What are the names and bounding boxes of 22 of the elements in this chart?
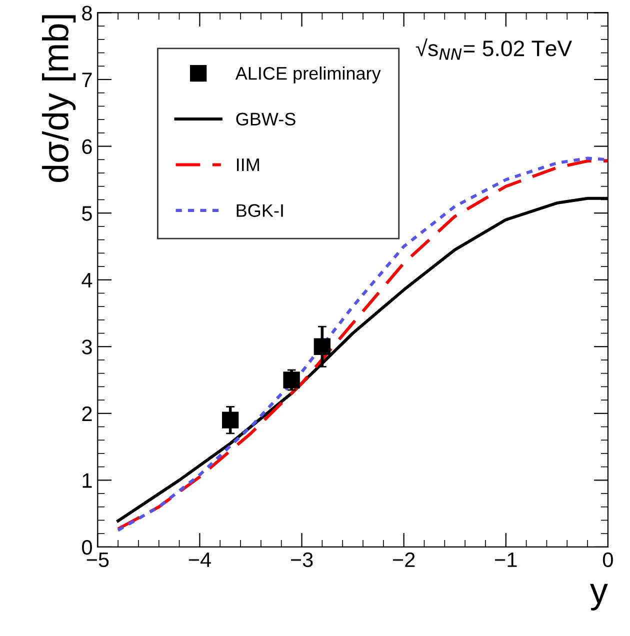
- x-tick-label: −1: [495, 552, 517, 567]
- y-tick-label: 4: [82, 273, 92, 288]
- y-tick-label: 3: [82, 340, 92, 354]
- annotation: √s$_{NN}$= 5.02 TeV: [416, 38, 572, 60]
- legend-label: BGK-I: [236, 204, 283, 217]
- legend-label: ALICE preliminary: [235, 66, 381, 84]
- y-tick-label: 6: [82, 139, 92, 154]
- y-tick-label: 7: [82, 72, 92, 88]
- y-tick-label: 0: [82, 540, 92, 555]
- legend-label: GBW-S: [236, 112, 296, 126]
- x-tick-label: −5: [86, 552, 109, 568]
- legend-label: IIM: [237, 158, 259, 172]
- y-tick-label: 8: [82, 6, 92, 20]
- x-tick-label: −3: [290, 552, 313, 568]
- y-tick-label: 5: [82, 206, 92, 221]
- x-tick-label: 0: [602, 552, 613, 568]
- x-tick-label: −4: [188, 552, 211, 567]
- x-axis-title: y: [590, 584, 608, 610]
- y-tick-label: 1: [82, 473, 92, 488]
- y-tick-label: 2: [82, 406, 92, 421]
- x-tick-label: −2: [392, 552, 415, 567]
- y-axis-title: dσ/dy [mb]: [42, 15, 76, 182]
